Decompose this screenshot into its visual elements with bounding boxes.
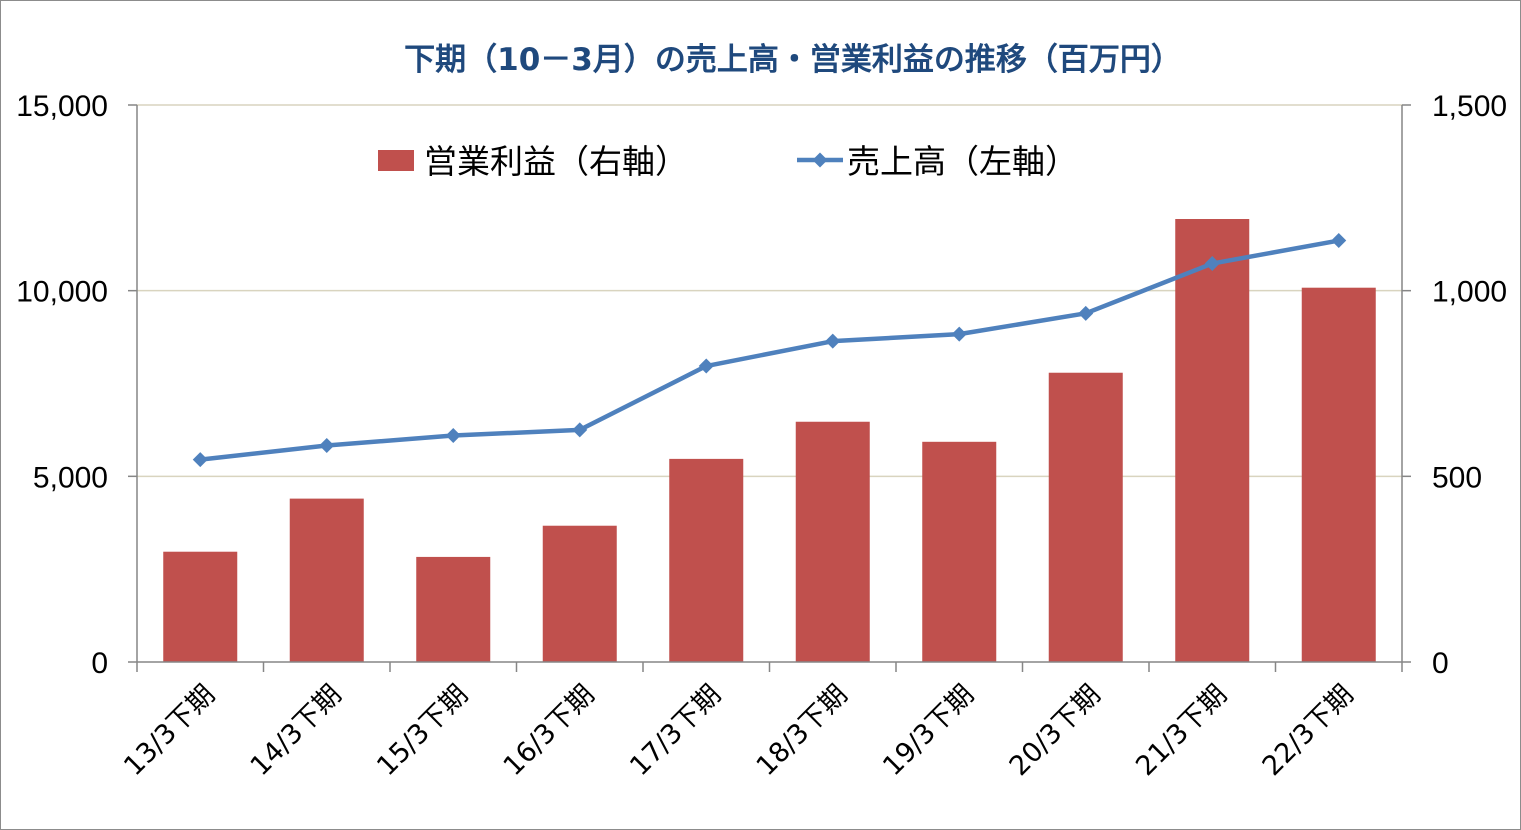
left-tick-label: 15,000	[16, 90, 108, 123]
x-tick-label: 22/3下期	[1257, 679, 1360, 782]
axes	[128, 104, 1411, 672]
legend-line-marker	[812, 152, 828, 168]
sales-point	[951, 326, 967, 342]
sales-line-path	[200, 238, 1340, 462]
legend-line-label: 売上高（左軸）	[847, 142, 1078, 181]
right-tick-label: 500	[1432, 461, 1482, 494]
sales-line	[192, 233, 1347, 468]
x-tick-label: 13/3下期	[118, 679, 221, 782]
right-tick-label: 0	[1432, 647, 1449, 680]
sales-point	[319, 438, 335, 454]
x-tick-label: 16/3下期	[498, 679, 601, 782]
x-tick-label: 14/3下期	[245, 679, 348, 782]
legend-bar-swatch	[378, 150, 414, 171]
x-tick-label: 21/3下期	[1130, 679, 1233, 782]
profit-bar	[1301, 287, 1376, 662]
left-tick-label: 5,000	[33, 461, 108, 494]
x-axis-labels: 13/3下期 14/3下期 15/3下期 16/3下期 17/3下期 18/3下期 19/3…	[118, 679, 1359, 782]
profit-bar	[416, 556, 491, 662]
profit-bar	[163, 551, 238, 662]
sales-point	[1204, 256, 1220, 272]
left-tick-label: 10,000	[16, 276, 108, 309]
sales-point	[698, 358, 714, 374]
sales-point	[192, 452, 208, 468]
left-axis-labels: 0 5,000 10,000 15,000	[16, 90, 108, 680]
profit-bars	[163, 218, 1376, 662]
legend-bar-label: 営業利益（右軸）	[424, 142, 688, 181]
profit-bar	[289, 498, 364, 662]
right-tick-label: 1,500	[1432, 90, 1507, 123]
x-tick-label: 18/3下期	[751, 679, 854, 782]
profit-bar	[922, 441, 997, 662]
profit-bar	[542, 525, 617, 662]
sales-point	[445, 427, 461, 443]
x-tick-label: 15/3下期	[371, 679, 474, 782]
profit-bar	[1175, 218, 1250, 662]
sales-point	[1331, 233, 1347, 249]
x-tick-label: 20/3下期	[1004, 679, 1107, 782]
sales-point	[825, 333, 841, 349]
right-tick-label: 1,000	[1432, 276, 1507, 309]
legend: 営業利益（右軸） 売上高（左軸）	[378, 142, 1078, 181]
profit-bar	[1048, 372, 1123, 662]
x-tick-label: 19/3下期	[877, 679, 980, 782]
profit-bar	[669, 458, 744, 662]
chart-title: 下期（10－3月）の売上高・営業利益の推移（百万円）	[404, 42, 1182, 78]
profit-bar	[795, 421, 870, 662]
sales-point	[572, 422, 588, 438]
left-tick-label: 0	[91, 647, 108, 680]
right-axis-labels: 0 500 1,000 1,500	[1432, 90, 1507, 680]
x-tick-label: 17/3下期	[624, 679, 727, 782]
sales-point	[1078, 305, 1094, 321]
